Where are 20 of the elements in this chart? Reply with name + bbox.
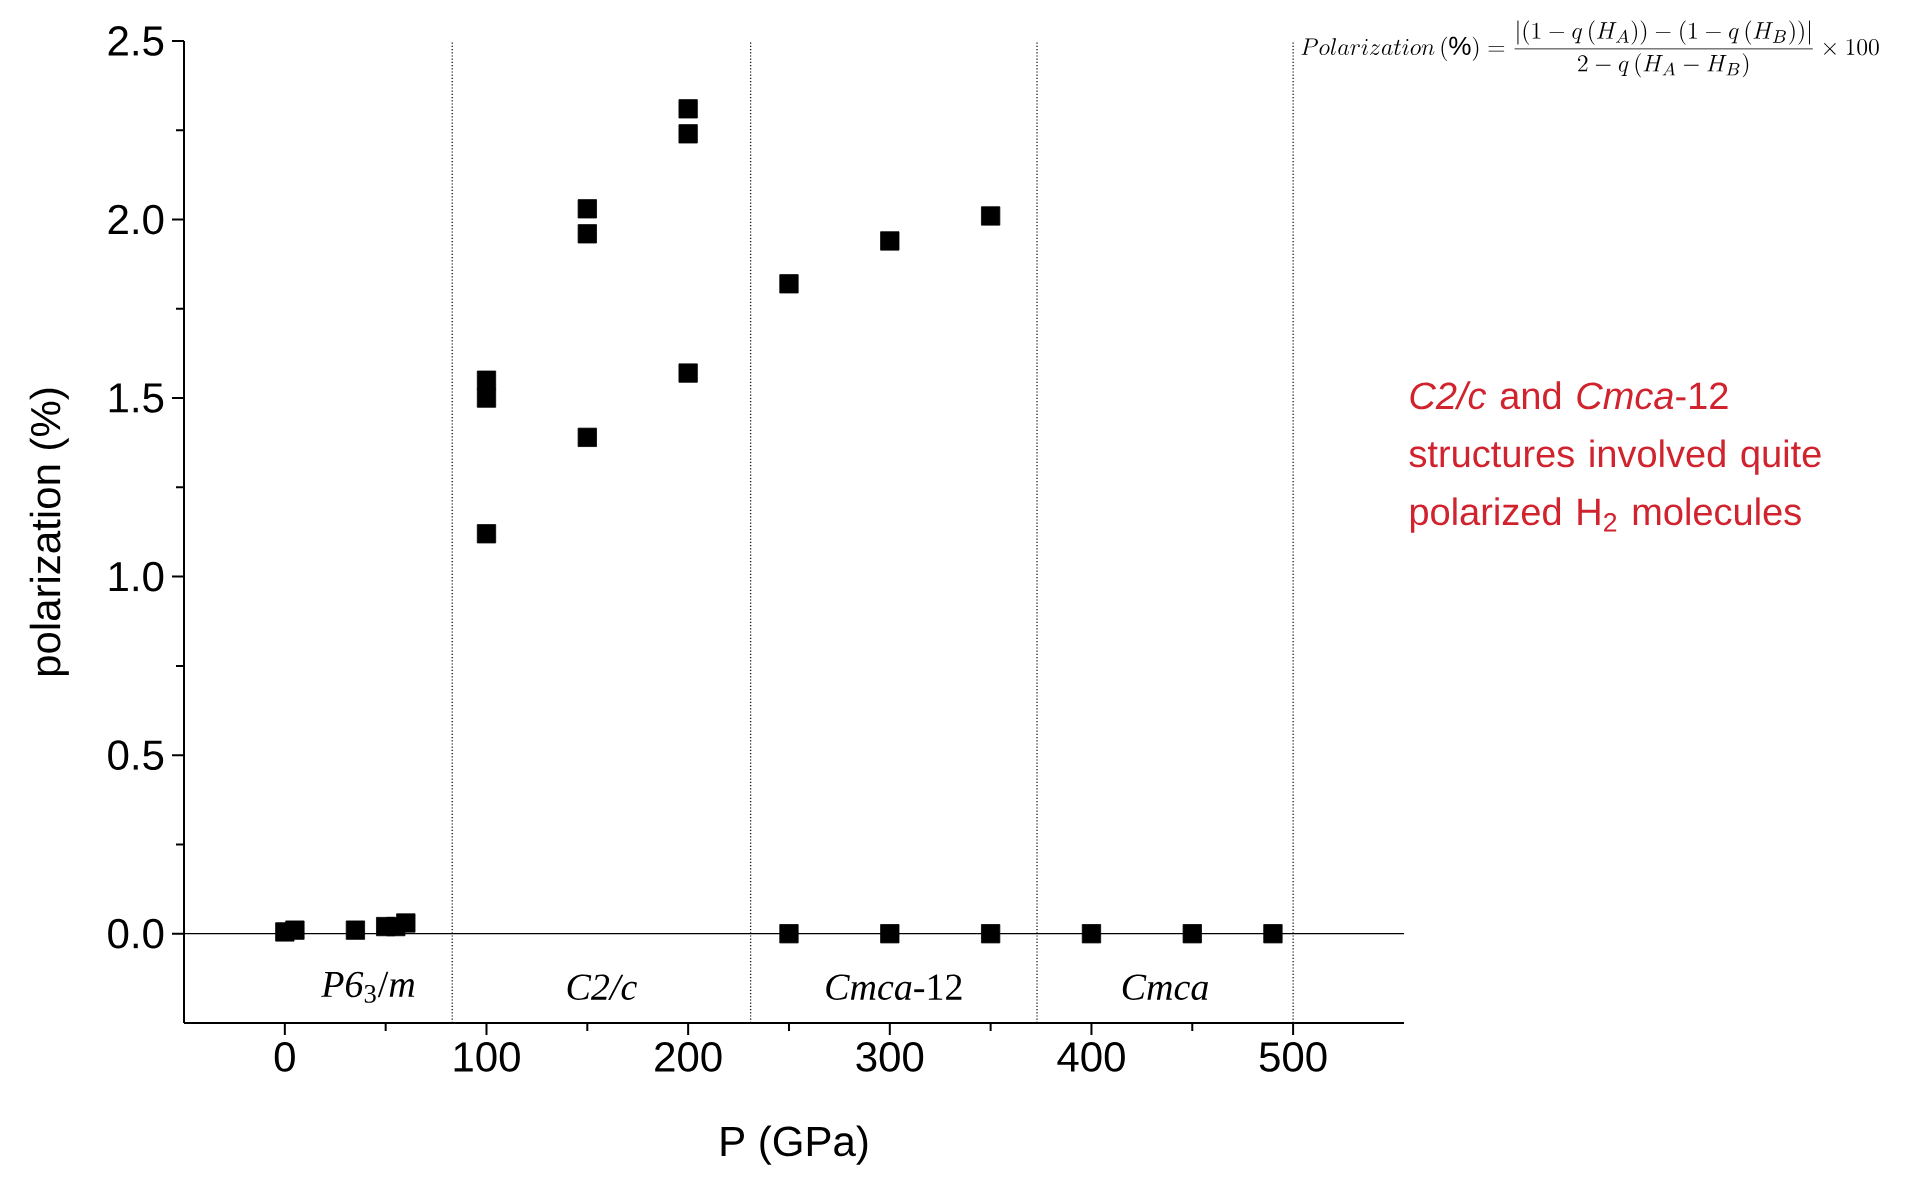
annotation: P6$_{3}$/m xyxy=(321,971,415,1003)
annotation: C2/c xyxy=(567,974,637,1001)
text: C2/c and Cmca-12 structures involved quite polarized H$_{2}$ molecules xyxy=(1409,381,1821,533)
y-tick-label: 0.0 xyxy=(108,918,164,949)
y-axis-title: polarization (%) xyxy=(29,388,69,676)
y-tick-label: 0.5 xyxy=(108,740,164,771)
annotation: $Polarization\,(\%) = \frac{\left|\left(1-q\left(H_{A}\right)\right)-\left(1-q\left(H_{B}\right)\right)\right|}{2-q\left(H_{A}-H_{B}\right)}\times 100$ xyxy=(1301,20,1879,78)
y-tick-label: 1.0 xyxy=(109,561,164,592)
y-tick-label: 2.0 xyxy=(108,204,164,235)
y-tick-label: 2.5 xyxy=(108,26,164,56)
annotation: Cmca xyxy=(1122,974,1208,1001)
x-tick-label: 400 xyxy=(1057,1042,1125,1072)
x-tick-label: 100 xyxy=(454,1042,520,1072)
x-tick-label: 500 xyxy=(1259,1042,1327,1072)
x-tick-label: 300 xyxy=(856,1042,924,1072)
x-tick-label: 200 xyxy=(655,1042,722,1072)
x-axis-title: P (GPa) xyxy=(721,1125,868,1165)
y-tick-label: 1.5 xyxy=(109,383,164,413)
x-tick-label: 0 xyxy=(274,1042,295,1072)
annotation: Cmca-12 xyxy=(826,974,962,1001)
